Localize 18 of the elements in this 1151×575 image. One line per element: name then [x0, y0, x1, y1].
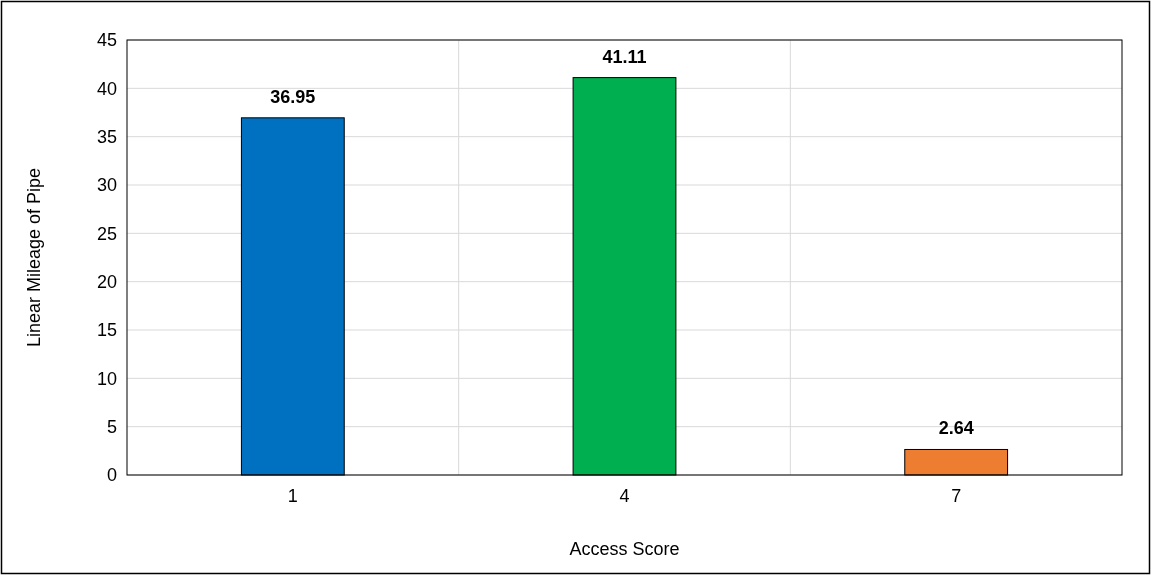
- y-tick-label: 20: [96, 271, 117, 292]
- data-label: 41.11: [602, 46, 647, 67]
- y-tick-label: 35: [96, 126, 117, 147]
- y-tick-label: 15: [96, 320, 117, 341]
- x-axis-title: Access Score: [569, 539, 680, 559]
- x-tick-label: 4: [619, 485, 630, 506]
- y-axis-title: Linear Mileage of Pipe: [24, 167, 44, 348]
- y-tick-label: 40: [96, 78, 117, 99]
- data-label: 36.95: [270, 86, 316, 107]
- x-tick-label: 1: [287, 485, 298, 506]
- y-tick-label: 30: [96, 175, 117, 196]
- y-tick-label: 0: [106, 465, 117, 486]
- y-tick-label: 10: [96, 368, 117, 389]
- x-tick-label: 7: [951, 485, 962, 506]
- data-label: 2.64: [938, 418, 974, 439]
- y-tick-label: 45: [96, 30, 117, 51]
- y-tick-label: 5: [106, 416, 117, 437]
- y-tick-label: 25: [96, 223, 117, 244]
